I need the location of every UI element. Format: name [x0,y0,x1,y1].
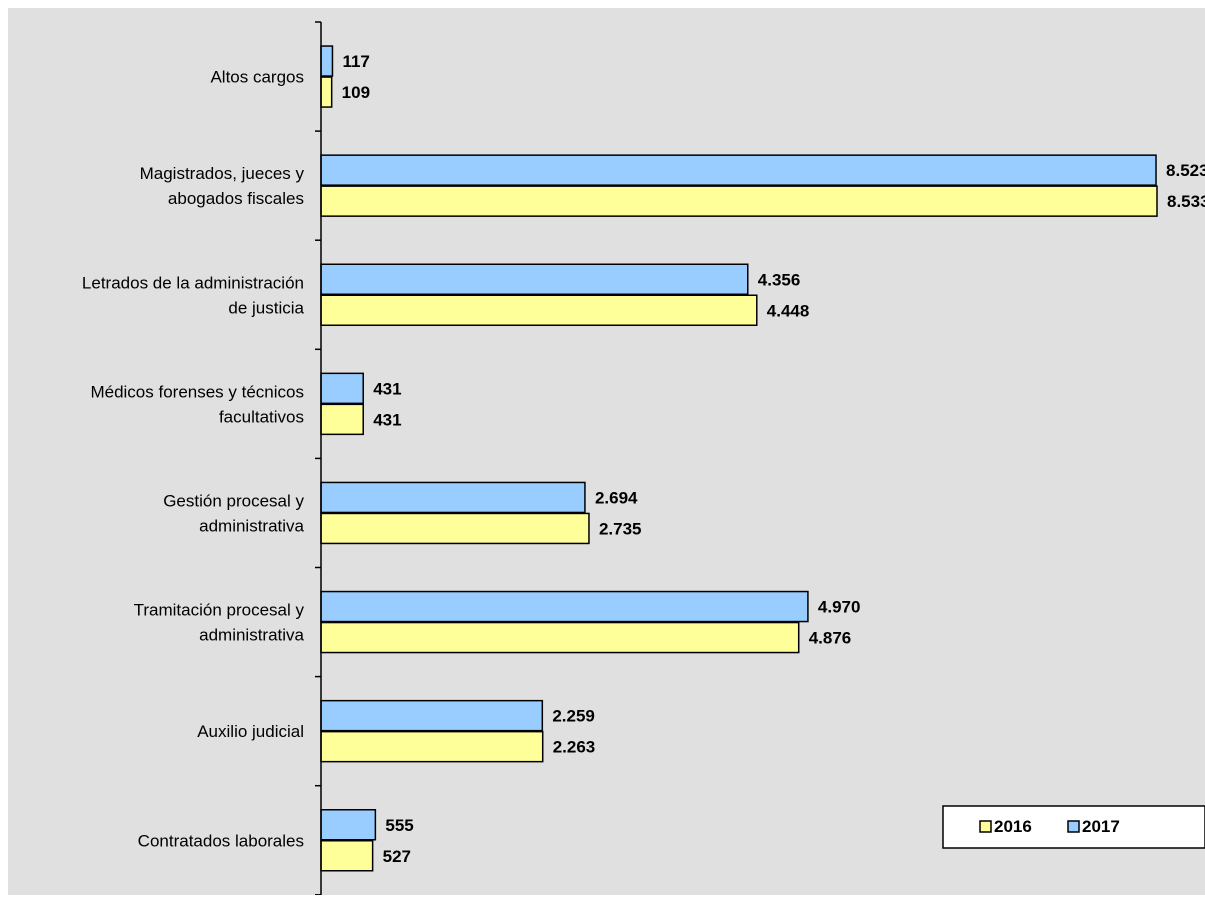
bar-2017-0 [320,45,334,77]
value-label-2016-6: 2.263 [553,738,596,757]
legend-swatch-2016 [979,820,992,833]
value-label-2017-7: 555 [385,816,413,835]
value-label-2016-4: 2.735 [599,519,642,538]
category-label: administrativa [199,516,304,535]
bar-2017-6 [320,699,544,732]
category-label: administrativa [199,626,304,645]
category-label: Médicos forenses y técnicos [90,382,304,401]
bar-2016-5 [320,621,800,654]
value-label-2017-6: 2.259 [552,707,595,726]
category-label: Altos cargos [210,68,304,87]
category-label: de justicia [228,298,304,317]
bar-2017-1 [320,154,1157,186]
category-label: Tramitación procesal y [134,601,305,620]
category-label: Contratados laborales [138,831,304,850]
bar-2016-7 [320,840,374,872]
bar-2016-0 [320,76,333,108]
value-label-2017-5: 4.970 [818,598,861,617]
category-label: facultativos [219,407,304,426]
value-label-2016-0: 109 [342,83,370,102]
category-label: Auxilio judicial [197,722,304,741]
legend: 2016 2017 [942,805,1205,849]
bar-2016-1 [320,185,1158,217]
bar-2016-2 [320,294,758,326]
bars-layer [320,45,1158,872]
value-label-2017-4: 2.694 [595,488,638,507]
value-label-2017-0: 117 [342,52,369,71]
bar-2016-4 [320,512,590,545]
legend-label-2016: 2016 [994,817,1032,836]
bar-2017-4 [320,481,586,514]
value-label-2016-7: 527 [383,847,411,866]
value-label-2017-3: 431 [373,379,401,398]
legend-swatch-2017 [1067,820,1080,833]
legend-label-2017: 2017 [1082,817,1120,836]
bar-2016-3 [320,403,364,436]
category-label: abogados fiscales [168,189,304,208]
bar-2017-2 [320,263,749,295]
value-label-2016-2: 4.448 [767,301,810,320]
bar-2017-3 [320,372,364,405]
bar-2017-7 [320,809,377,841]
bar-2016-6 [320,730,544,763]
value-labels: 117 109 8.523 8.533 4.356 4.448 431 431 2.694 2.7… [342,52,1205,866]
category-label: Letrados de la administración [82,273,304,292]
bar-2017-5 [320,590,809,623]
value-label-2017-2: 4.356 [758,270,801,289]
value-label-2016-3: 431 [373,410,401,429]
category-label: Gestión procesal y [163,491,304,510]
value-label-2016-5: 4.876 [809,629,852,648]
category-labels: Altos cargos Magistrados, jueces y abogado… [82,68,305,851]
plot-background [8,8,1205,895]
value-label-2016-1: 8.533 [1167,192,1205,211]
value-label-2017-1: 8.523 [1166,161,1205,180]
category-label: Magistrados, jueces y [140,164,305,183]
